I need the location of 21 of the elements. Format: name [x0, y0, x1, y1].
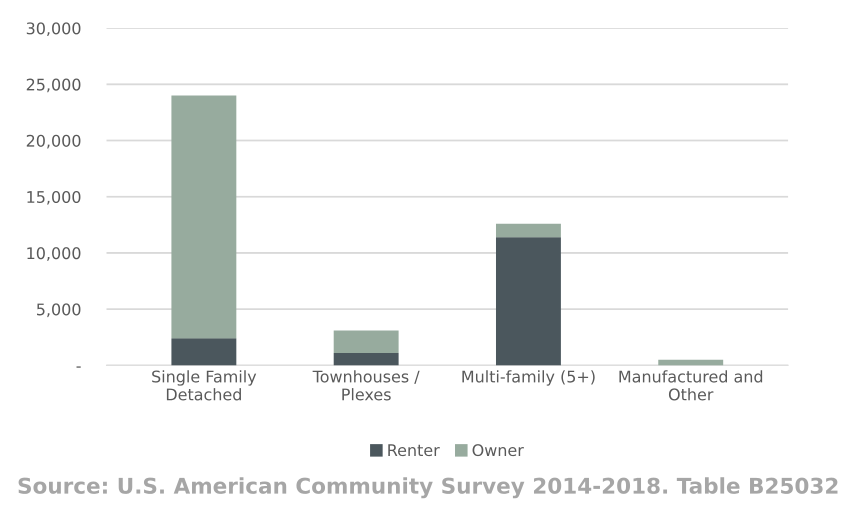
- bar: [496, 224, 561, 238]
- bar: [334, 353, 399, 366]
- bar: [658, 360, 724, 366]
- y-tick-label: 25,000: [26, 78, 80, 92]
- bar: [334, 330, 399, 353]
- x-tick-label: Manufactured and Other: [619, 370, 762, 400]
- legend-label: Owner: [472, 444, 524, 456]
- x-tick-label: Townhouses / Plexes: [312, 370, 420, 400]
- y-tick-label: 20,000: [26, 134, 80, 148]
- bar: [171, 96, 236, 338]
- x-tick-label: Multi-family (5+): [462, 370, 595, 386]
- y-tick-label: 30,000: [26, 22, 80, 36]
- legend-label: Renter: [388, 444, 440, 456]
- bar: [496, 237, 561, 366]
- bar: [171, 338, 236, 366]
- source-note: Source: U.S. American Community Survey 2014-2018. Table B25032: [18, 477, 838, 498]
- y-tick-label: -: [76, 366, 81, 368]
- y-tick-label: 10,000: [27, 247, 80, 261]
- y-tick-label: 15,000: [27, 190, 80, 205]
- x-tick-label: Single Family Detached: [152, 370, 256, 400]
- y-tick-label: 5,000: [37, 303, 80, 318]
